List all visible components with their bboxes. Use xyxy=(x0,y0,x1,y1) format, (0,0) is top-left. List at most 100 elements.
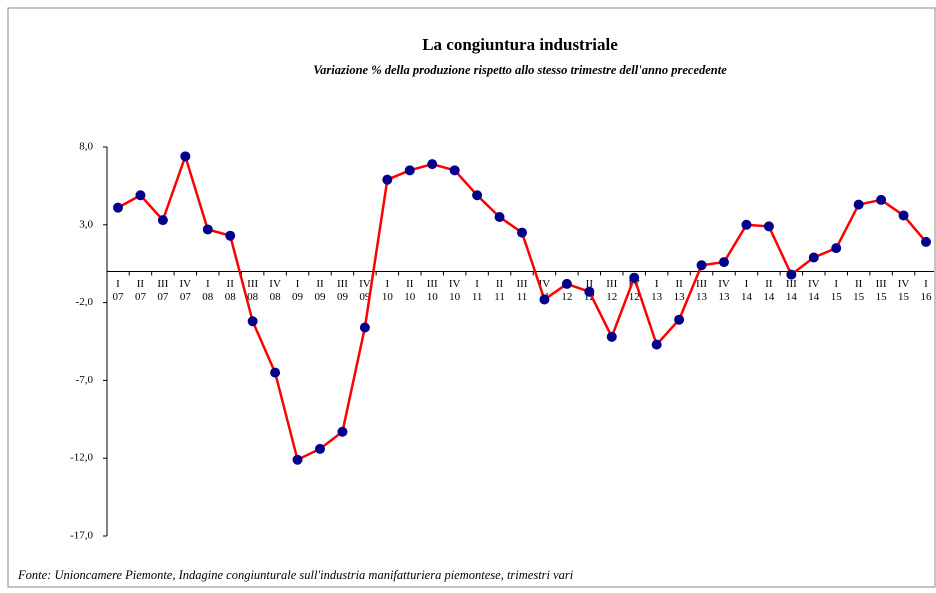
point xyxy=(921,236,931,247)
x-tick-label: II xyxy=(137,278,145,290)
x-tick-label: I xyxy=(745,278,749,290)
x-tick-label: III xyxy=(696,278,707,290)
x-tick-label: III xyxy=(427,278,438,290)
x-tick-label: 14 xyxy=(741,291,753,303)
x-tick-label: I xyxy=(116,278,120,290)
x-tick-label: 15 xyxy=(853,291,865,303)
x-tick-label: II xyxy=(496,278,504,290)
point xyxy=(808,252,819,263)
point xyxy=(876,194,887,205)
x-tick-label: 12 xyxy=(629,291,640,303)
x-tick-label: I xyxy=(655,278,659,290)
x-tick-label: II xyxy=(316,278,324,290)
x-tick-label: 11 xyxy=(472,291,483,303)
y-tick-label: 3,0 xyxy=(79,218,93,230)
point xyxy=(382,174,393,185)
y-tick-label: -17,0 xyxy=(70,530,93,542)
frame xyxy=(7,7,936,588)
point xyxy=(517,227,527,238)
point xyxy=(786,269,797,280)
x-tick-label: 14 xyxy=(786,291,798,303)
point xyxy=(719,257,729,268)
point xyxy=(180,151,191,162)
point xyxy=(584,286,595,297)
y-tick-label: -12,0 xyxy=(70,452,93,464)
x-tick-label: I xyxy=(206,278,210,290)
point xyxy=(113,202,123,213)
point xyxy=(135,190,146,201)
x-tick-label: IV xyxy=(539,278,551,290)
x-tick-label: II xyxy=(855,278,863,290)
x-tick-label: II xyxy=(227,278,235,290)
x-tick-label: 16 xyxy=(921,291,933,303)
x-tick-label: I xyxy=(296,278,300,290)
point xyxy=(763,221,774,232)
x-tick-label: IV xyxy=(718,278,730,290)
x-tick-label: I xyxy=(475,278,479,290)
x-tick-label: 10 xyxy=(427,291,439,303)
y-tick-label: -2,0 xyxy=(76,296,94,308)
x-tick-label: 07 xyxy=(157,291,169,303)
x-tick-label: 09 xyxy=(359,291,371,303)
y-tick-label: 8,0 xyxy=(79,141,93,153)
x-tick-label: IV xyxy=(898,278,910,290)
point xyxy=(157,215,168,226)
x-tick-label: 14 xyxy=(763,291,775,303)
x-tick-label: 07 xyxy=(180,291,192,303)
x-tick-label: 13 xyxy=(674,291,686,303)
x-tick-label: 13 xyxy=(719,291,731,303)
x-tick-label: III xyxy=(247,278,258,290)
x-tick-label: II xyxy=(675,278,683,290)
point xyxy=(359,322,370,333)
x-tick-label: III xyxy=(337,278,348,290)
x-tick-label: I xyxy=(385,278,389,290)
x-tick-label: 12 xyxy=(606,291,617,303)
x-tick-label: III xyxy=(606,278,617,290)
point xyxy=(404,165,415,176)
point xyxy=(629,272,640,283)
x-tick-label: 08 xyxy=(270,291,282,303)
point xyxy=(539,294,550,305)
point xyxy=(606,331,617,342)
chart-title: La congiuntura industriale xyxy=(422,35,618,54)
point xyxy=(225,230,236,241)
point xyxy=(427,159,438,170)
x-tick-label: II xyxy=(406,278,414,290)
x-tick-label: II xyxy=(586,278,594,290)
x-tick-label: 15 xyxy=(876,291,888,303)
x-tick-label: III xyxy=(876,278,887,290)
x-tick-label: II xyxy=(765,278,773,290)
x-tick-label: 07 xyxy=(113,291,125,303)
point xyxy=(270,367,281,378)
x-tick-label: IV xyxy=(269,278,281,290)
x-tick-label: IV xyxy=(359,278,371,290)
x-tick-label: 07 xyxy=(135,291,147,303)
x-tick-label: 12 xyxy=(584,291,595,303)
x-tick-label: 08 xyxy=(247,291,259,303)
point xyxy=(898,210,909,221)
point xyxy=(831,243,842,254)
point xyxy=(315,443,325,454)
x-tick-label: IV xyxy=(808,278,820,290)
x-tick-label: III xyxy=(786,278,797,290)
point xyxy=(853,199,864,210)
x-tick-label: 08 xyxy=(202,291,214,303)
point xyxy=(202,224,213,235)
x-tick-label: III xyxy=(517,278,528,290)
x-tick-label: IV xyxy=(449,278,461,290)
x-tick-label: 10 xyxy=(449,291,461,303)
point xyxy=(561,278,572,289)
x-tick-label: 08 xyxy=(225,291,237,303)
x-tick-label: I xyxy=(834,278,838,290)
x-tick-label: 15 xyxy=(898,291,910,303)
point xyxy=(674,314,685,325)
point xyxy=(247,316,258,327)
x-tick-label: 10 xyxy=(382,291,394,303)
point xyxy=(651,339,662,350)
x-tick-label: 11 xyxy=(494,291,505,303)
point xyxy=(741,219,752,230)
x-tick-label: 11 xyxy=(517,291,528,303)
x-tick-label: I xyxy=(924,278,928,290)
x-tick-label: 09 xyxy=(292,291,304,303)
